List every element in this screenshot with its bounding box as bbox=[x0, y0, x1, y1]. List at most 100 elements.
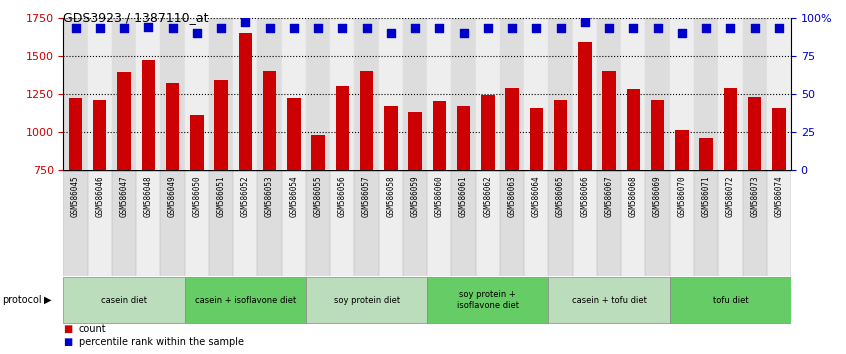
Text: GSM586073: GSM586073 bbox=[750, 175, 759, 217]
Text: GSM586048: GSM586048 bbox=[144, 175, 153, 217]
Bar bbox=[743, 18, 766, 170]
Point bbox=[602, 25, 616, 31]
Point bbox=[239, 19, 252, 25]
Point bbox=[457, 30, 470, 36]
Text: GSM586063: GSM586063 bbox=[508, 175, 517, 217]
Bar bbox=[475, 170, 500, 276]
Bar bbox=[718, 18, 743, 170]
Text: GSM586061: GSM586061 bbox=[459, 175, 468, 217]
Bar bbox=[457, 106, 470, 170]
Bar bbox=[184, 170, 209, 276]
Text: ■: ■ bbox=[63, 337, 73, 347]
Point bbox=[675, 30, 689, 36]
Point bbox=[432, 25, 446, 31]
Bar bbox=[597, 18, 621, 170]
Bar bbox=[675, 130, 689, 170]
Bar bbox=[743, 170, 766, 276]
Point bbox=[505, 25, 519, 31]
Point bbox=[530, 25, 543, 31]
Bar bbox=[166, 83, 179, 170]
Bar bbox=[306, 277, 427, 323]
Point bbox=[263, 25, 277, 31]
Bar bbox=[336, 86, 349, 170]
Bar bbox=[700, 138, 713, 170]
Bar bbox=[112, 18, 136, 170]
Bar bbox=[112, 170, 136, 276]
Text: GSM586046: GSM586046 bbox=[96, 175, 104, 217]
Point bbox=[554, 25, 568, 31]
Point bbox=[723, 25, 737, 31]
Point bbox=[141, 24, 155, 30]
Bar bbox=[93, 100, 107, 170]
Bar bbox=[500, 170, 525, 276]
Bar bbox=[88, 170, 112, 276]
Bar bbox=[409, 112, 422, 170]
Point bbox=[190, 30, 204, 36]
Point bbox=[384, 30, 398, 36]
Bar bbox=[161, 18, 184, 170]
Bar bbox=[263, 71, 277, 170]
Text: GSM586069: GSM586069 bbox=[653, 175, 662, 217]
Point bbox=[69, 25, 82, 31]
Point bbox=[336, 25, 349, 31]
Bar bbox=[63, 18, 88, 170]
Bar bbox=[481, 95, 495, 170]
Bar bbox=[136, 18, 161, 170]
Point bbox=[748, 25, 761, 31]
Bar bbox=[475, 18, 500, 170]
Bar bbox=[209, 170, 233, 276]
Text: GSM586058: GSM586058 bbox=[387, 175, 395, 217]
Bar bbox=[233, 18, 257, 170]
Bar bbox=[573, 170, 597, 276]
Bar bbox=[766, 18, 791, 170]
Bar bbox=[306, 170, 330, 276]
Bar bbox=[141, 60, 155, 170]
Text: GSM586067: GSM586067 bbox=[605, 175, 613, 217]
Point bbox=[700, 25, 713, 31]
Text: GSM586052: GSM586052 bbox=[241, 175, 250, 217]
Bar bbox=[330, 170, 354, 276]
Text: soy protein +
isoflavone diet: soy protein + isoflavone diet bbox=[457, 290, 519, 310]
Text: casein diet: casein diet bbox=[101, 296, 147, 304]
Bar bbox=[190, 115, 204, 170]
Point bbox=[578, 19, 591, 25]
Bar bbox=[670, 18, 694, 170]
Text: GDS3923 / 1387110_at: GDS3923 / 1387110_at bbox=[63, 11, 209, 24]
Point bbox=[481, 25, 495, 31]
Text: GSM586053: GSM586053 bbox=[265, 175, 274, 217]
Bar bbox=[184, 18, 209, 170]
Bar bbox=[766, 170, 791, 276]
Bar bbox=[403, 170, 427, 276]
Bar bbox=[427, 170, 452, 276]
Bar bbox=[530, 108, 543, 170]
Bar bbox=[645, 18, 670, 170]
Text: GSM586056: GSM586056 bbox=[338, 175, 347, 217]
Text: GSM586066: GSM586066 bbox=[580, 175, 590, 217]
Bar bbox=[597, 170, 621, 276]
Point bbox=[627, 25, 640, 31]
Text: count: count bbox=[79, 324, 107, 334]
Text: GSM586049: GSM586049 bbox=[168, 175, 177, 217]
Text: GSM586059: GSM586059 bbox=[410, 175, 420, 217]
Bar bbox=[239, 33, 252, 170]
Bar bbox=[505, 88, 519, 170]
Point bbox=[93, 25, 107, 31]
Bar bbox=[452, 170, 475, 276]
Bar bbox=[427, 18, 452, 170]
Text: GSM586070: GSM586070 bbox=[678, 175, 686, 217]
Point bbox=[772, 25, 786, 31]
Bar bbox=[379, 18, 403, 170]
Point bbox=[360, 25, 373, 31]
Bar bbox=[500, 18, 525, 170]
Bar bbox=[627, 89, 640, 170]
Bar bbox=[578, 42, 591, 170]
Bar bbox=[694, 170, 718, 276]
Text: GSM586045: GSM586045 bbox=[71, 175, 80, 217]
Bar bbox=[670, 170, 694, 276]
Bar bbox=[257, 18, 282, 170]
Text: casein + tofu diet: casein + tofu diet bbox=[572, 296, 646, 304]
Text: ■: ■ bbox=[63, 324, 73, 334]
Bar bbox=[233, 170, 257, 276]
Bar bbox=[136, 170, 161, 276]
Bar bbox=[548, 170, 573, 276]
